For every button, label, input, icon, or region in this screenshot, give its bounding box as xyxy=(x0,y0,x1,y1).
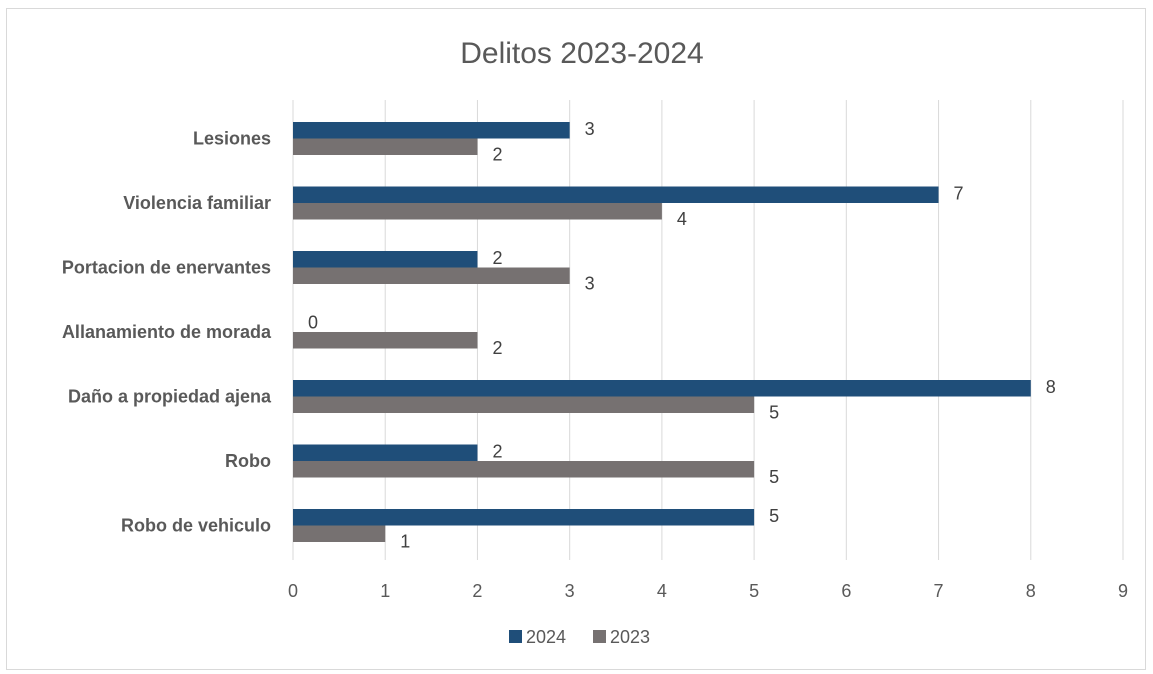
bar-2023 xyxy=(293,138,478,155)
chart-frame xyxy=(6,8,1146,670)
data-label: 4 xyxy=(677,209,687,229)
data-label: 2 xyxy=(492,248,502,268)
x-tick-label: 6 xyxy=(841,581,851,601)
gridlines xyxy=(292,100,1124,560)
data-label: 2 xyxy=(492,442,502,462)
x-tick-label: 0 xyxy=(288,581,298,601)
x-tick-label: 4 xyxy=(657,581,667,601)
bar-2024 xyxy=(293,380,1031,397)
bar-2023 xyxy=(293,525,386,542)
x-tick-label: 1 xyxy=(380,581,390,601)
bars xyxy=(293,122,1031,542)
category-label: Daño a propiedad ajena xyxy=(68,387,272,407)
bar-2024 xyxy=(293,186,939,203)
legend-swatch xyxy=(593,630,606,643)
category-label: Robo xyxy=(225,451,271,471)
data-label: 3 xyxy=(585,119,595,139)
data-label: 5 xyxy=(769,506,779,526)
bar-2024 xyxy=(293,122,570,139)
x-tick-label: 7 xyxy=(934,581,944,601)
category-label: Violencia familiar xyxy=(123,193,271,213)
data-label: 1 xyxy=(400,532,410,552)
labels: 0 1 2 3 4 5 6 7 8 9 Lesiones 3 2 Violencia familiar 7 4… xyxy=(62,119,1128,601)
bar-2023 xyxy=(293,396,755,413)
x-tick-label: 5 xyxy=(749,581,759,601)
x-tick-label: 8 xyxy=(1026,581,1036,601)
data-label: 8 xyxy=(1046,377,1056,397)
data-label: 0 xyxy=(308,313,318,333)
legend-swatch xyxy=(509,630,522,643)
data-label: 2 xyxy=(492,145,502,165)
category-label: Robo de vehiculo xyxy=(121,516,271,536)
chart-title: Delitos 2023-2024 xyxy=(460,37,704,70)
bar-2024 xyxy=(293,509,755,526)
bar-2023 xyxy=(293,203,662,220)
x-tick-label: 9 xyxy=(1118,581,1128,601)
category-label: Portacion de enervantes xyxy=(62,258,271,278)
category-label: Allanamiento de morada xyxy=(62,322,272,342)
legend: 2024 2023 xyxy=(509,627,650,647)
data-label: 7 xyxy=(954,184,964,204)
data-label: 5 xyxy=(769,403,779,423)
bar-2023 xyxy=(293,461,755,478)
x-tick-label: 2 xyxy=(472,581,482,601)
data-label: 5 xyxy=(769,467,779,487)
bar-2023 xyxy=(293,332,478,349)
bar-2023 xyxy=(293,267,570,284)
bar-2024 xyxy=(293,251,478,268)
x-tick-label: 3 xyxy=(565,581,575,601)
bar-2024 xyxy=(293,444,478,461)
data-label: 3 xyxy=(585,274,595,294)
category-label: Lesiones xyxy=(193,129,271,149)
legend-label: 2023 xyxy=(610,627,650,647)
data-label: 2 xyxy=(492,338,502,358)
legend-label: 2024 xyxy=(526,627,566,647)
